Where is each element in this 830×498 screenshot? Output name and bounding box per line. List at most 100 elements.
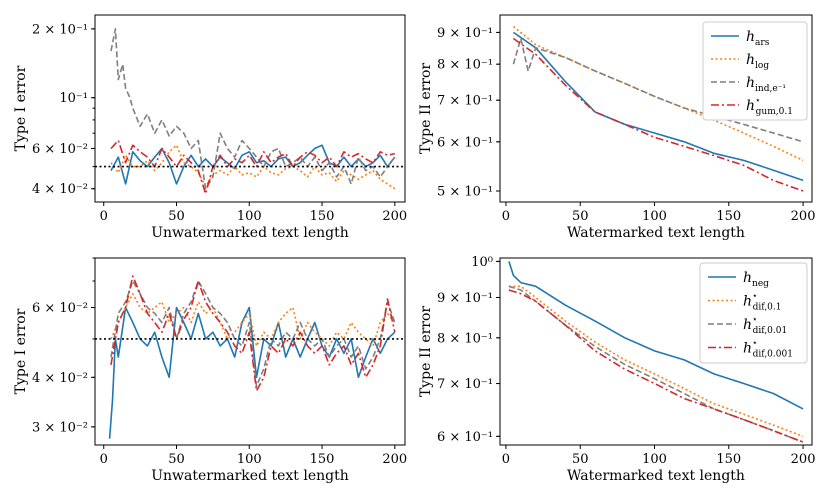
series-line-h_ars [110,144,396,185]
y-tick-label: 2 × 10⁻¹ [32,22,88,37]
legend-subscript: dif,0.1 [753,303,782,313]
plot-frame [499,257,813,446]
legend-subscript: ind,e⁻¹ [755,84,786,94]
y-tick-label: 4 × 10⁻² [32,182,88,197]
y-tick-label: 5 × 10⁻¹ [437,184,493,199]
legend-subscript: neg [752,279,769,289]
legend-star: ⋆ [752,292,758,302]
y-tick-label: 6 × 10⁻² [32,301,88,316]
legend-subscript: dif,0.01 [753,326,788,336]
legend-base: h [746,98,755,114]
legend-star: ⋆ [752,339,758,349]
x-tick-label: 100 [237,209,262,224]
y-tick-label: 7 × 10⁻¹ [437,94,493,109]
plot-frame [94,14,406,203]
x-tick-label: 150 [716,209,741,224]
series-line-h_dif_01 [508,285,804,438]
x-tick-label: 150 [310,452,335,467]
x-tick-label: 50 [572,209,589,224]
x-tick-label: 200 [791,452,816,467]
x-tick-label: 100 [642,209,667,224]
legend-base: h [743,341,752,357]
x-axis-label: Unwatermarked text length [151,468,349,484]
series-line-h_ind [512,37,804,143]
y-tick-label: 10⁻¹ [59,91,88,106]
series-line-h_dif_001 [508,285,804,443]
plot-frame [499,14,813,203]
legend-label-h_ind: hind,e⁻¹ [746,75,786,94]
top-right-panel: 0 50 100 150 200 5 × 10⁻¹ 6 × 10⁻¹ 7 × 10⁻¹ 8 × … [418,14,816,241]
series-line-h_gum [512,37,804,192]
legend-star: ⋆ [752,315,758,325]
y-tick-label: 6 × 10⁻² [32,142,88,157]
x-tick-label: 200 [382,452,407,467]
legend-base: h [746,52,755,68]
top-left-panel: 0 50 100 150 200 4 × 10⁻² 6 × 10⁻² 10⁻¹ 2 × 10⁻¹… [13,14,407,241]
legend-base: h [743,270,752,286]
legend-label-h_ars: hars [746,29,770,48]
legend-label-h_neg: hneg [743,270,769,289]
x-tick-label: 50 [168,209,185,224]
legend-star: ⋆ [755,96,761,106]
series-group [108,275,396,439]
legend-label-h_gum: h⋆ gum,0.1 [746,96,793,117]
y-tick-label: 7 × 10⁻¹ [437,377,493,392]
legend-base: h [743,294,752,310]
x-tick-label: 150 [716,452,741,467]
x-tick-label: 100 [237,452,262,467]
series-group [512,25,804,192]
legend-label-h_dif_01: h⋆ dif,0.1 [743,292,782,313]
x-tick-label: 50 [572,452,589,467]
x-tick-label: 150 [310,209,335,224]
x-tick-label: 100 [642,452,667,467]
y-tick-label: 10⁰ [471,255,493,270]
legend-box [702,21,808,121]
legend-base: h [743,317,752,333]
series-line-h_gum [110,139,395,195]
legend-base: h [746,29,755,45]
series-line-h_neg [508,261,804,410]
y-tick-label: 4 × 10⁻² [32,371,88,386]
x-tick-label: 200 [791,209,816,224]
x-axis-label: Watermarked text length [567,225,745,241]
series-line-h_dif_0001 [508,289,804,443]
y-axis-label: Type II error [418,306,434,398]
legend-base: h [746,75,755,91]
series-line-h_dif_0001 [110,275,396,392]
legend-box [699,262,808,364]
legend-subscript: ars [755,38,770,48]
series-line-h_neg [108,306,396,439]
bottom-right-panel: 0 50 100 150 200 6 × 10⁻¹ 7 × 10⁻¹ 8 × 10⁻¹ 9 × … [418,255,815,484]
y-axis-label: Type II error [418,63,434,155]
y-tick-label: 9 × 10⁻¹ [437,26,493,41]
series-group [110,28,396,195]
x-tick-label: 0 [502,209,510,224]
legend-label-h_dif_001: h⋆ dif,0.01 [743,315,787,336]
legend-subscript: dif,0.001 [753,350,793,360]
legend-label-h_dif_0001: h⋆ dif,0.001 [743,339,793,360]
x-axis-label: Unwatermarked text length [151,225,349,241]
plot-frame [94,257,406,446]
x-axis-label: Watermarked text length [567,468,745,484]
y-tick-label: 9 × 10⁻¹ [437,291,493,306]
bottom-left-panel: 0 50 100 150 200 3 × 10⁻² 4 × 10⁻² 6 × 10⁻² Unwa… [13,257,407,484]
x-tick-label: 0 [100,452,108,467]
series-group [508,261,804,443]
legend-subscript: gum,0.1 [756,107,793,117]
y-tick-label: 8 × 10⁻¹ [437,58,493,73]
y-axis-label: Type I error [13,65,29,151]
x-tick-label: 0 [502,452,510,467]
legend-subscript: log [755,61,769,71]
y-tick-label: 6 × 10⁻¹ [437,135,493,150]
x-tick-label: 50 [168,452,185,467]
x-tick-label: 200 [382,209,407,224]
legend-label-h_log: hlog [746,52,769,71]
series-line-h_dif_001 [110,280,396,388]
y-tick-label: 8 × 10⁻¹ [437,331,493,346]
y-axis-label: Type I error [13,308,29,394]
x-tick-label: 0 [100,209,108,224]
y-tick-label: 3 × 10⁻² [32,420,88,435]
